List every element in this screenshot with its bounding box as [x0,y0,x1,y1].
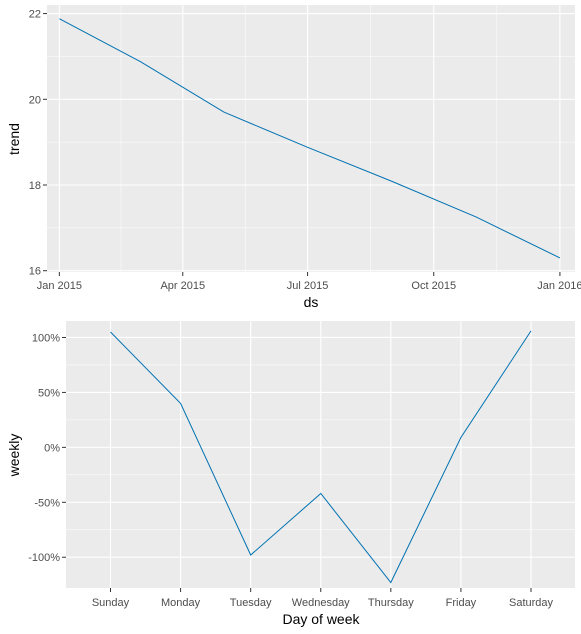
weekly-x-tick-label: Sunday [92,597,130,609]
weekly-x-tick-label: Wednesday [292,597,350,609]
weekly-series [110,330,532,584]
trend-gridlines [47,5,575,272]
weekly-x-axis-title: Day of week [282,611,360,627]
trend-x-axis-title: ds [304,294,319,310]
trend-x-tick-label: Oct 2015 [411,280,456,292]
trend-line [59,18,561,259]
trend-chart: Jan 2015 Apr 2015 Jul 2015 Oct 2015 Jan 2016… [6,5,581,310]
trend-x-tick-label: Jul 2015 [287,280,329,292]
weekly-y-tick-label: -50% [34,497,60,509]
weekly-x-tick-label: Tuesday [230,597,272,609]
weekly-x-tick-label: Monday [161,597,201,609]
weekly-y-tick-label: -100% [28,552,60,564]
trend-x-tick-label: Jan 2016 [537,280,581,292]
weekly-line [110,330,532,584]
trend-series [59,18,561,259]
trend-plot-panel [47,5,575,272]
trend-x-tick-label: Apr 2015 [160,280,205,292]
trend-y-tick-label: 22 [29,9,41,21]
trend-axis-ticks: Jan 2015 Apr 2015 Jul 2015 Oct 2015 Jan 2016… [29,9,581,292]
weekly-y-tick-label: 100% [32,332,60,344]
trend-y-axis-title: trend [6,123,22,155]
weekly-axis-ticks: -100% -50% 0% 50% 100% Sunday Monday Tuesday Wed… [28,332,553,609]
weekly-y-axis-title: weekly [6,434,22,478]
weekly-x-tick-label: Friday [446,597,477,609]
trend-x-tick-label: Jan 2015 [37,280,82,292]
weekly-x-tick-label: Saturday [509,597,554,609]
trend-y-tick-label: 16 [29,266,41,278]
weekly-chart: -100% -50% 0% 50% 100% Sunday Monday Tuesday Wed… [6,321,575,627]
weekly-x-tick-label: Thursday [368,597,414,609]
weekly-y-tick-label: 0% [44,442,60,454]
weekly-y-tick-label: 50% [38,387,60,399]
weekly-gridlines [66,321,575,588]
trend-y-tick-label: 20 [29,94,41,106]
trend-y-tick-label: 18 [29,180,41,192]
